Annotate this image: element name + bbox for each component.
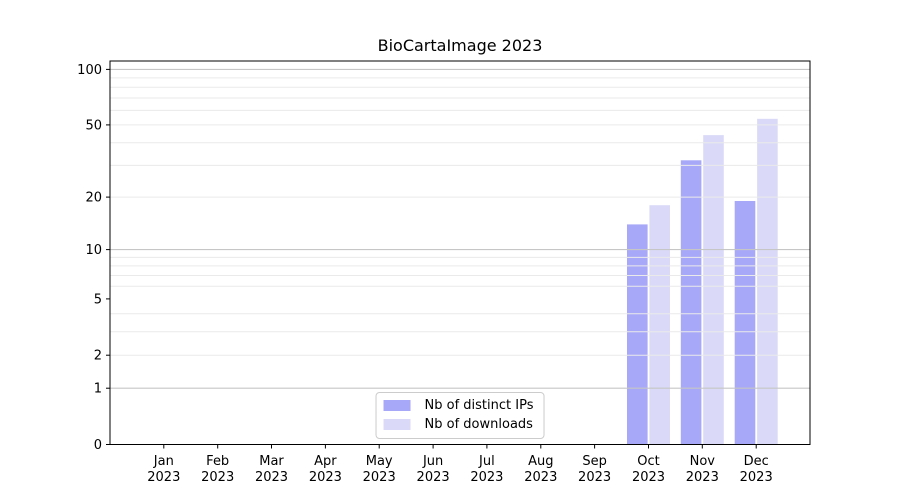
- y-tick-label: 5: [94, 292, 102, 307]
- legend-item-downloads: Nb of downloads: [383, 417, 534, 432]
- bar: [627, 224, 648, 445]
- bar: [703, 135, 724, 445]
- bar: [680, 160, 702, 445]
- axes-spines: [109, 60, 811, 445]
- y-tick-label: 100: [77, 63, 102, 78]
- x-tick-label: Jun 2023: [417, 454, 450, 485]
- x-tick-label: Dec 2023: [740, 454, 773, 485]
- y-tick-label: 10: [85, 243, 102, 258]
- x-tick-label: Apr 2023: [309, 454, 342, 485]
- bar: [649, 205, 670, 445]
- bar: [734, 201, 756, 445]
- x-tick-label: Nov 2023: [686, 454, 719, 485]
- chart-title: BioCartaImage 2023: [377, 36, 543, 55]
- x-tick-label: Sep 2023: [578, 454, 611, 485]
- y-tick-label: 1: [94, 382, 102, 397]
- legend: Nb of distinct IPs Nb of downloads: [375, 392, 545, 439]
- y-tick-label: 50: [85, 118, 102, 133]
- y-tick-label: 2: [94, 349, 102, 364]
- distinct-ips-swatch: [383, 400, 411, 411]
- legend-item-distinct-ips: Nb of distinct IPs: [383, 398, 534, 413]
- downloads-swatch: [383, 419, 411, 430]
- x-tick-label: Mar 2023: [255, 454, 288, 485]
- x-tick-label: Jan 2023: [147, 454, 180, 485]
- x-tick-label: Feb 2023: [201, 454, 234, 485]
- y-tick-label: 20: [85, 191, 102, 206]
- y-tick-label: 0: [94, 438, 102, 453]
- x-tick-label: May 2023: [363, 454, 396, 485]
- x-tick-label: Jul 2023: [470, 454, 503, 485]
- legend-label: Nb of distinct IPs: [424, 398, 534, 413]
- legend-label: Nb of downloads: [424, 417, 533, 432]
- x-tick-label: Oct 2023: [632, 454, 665, 485]
- bar: [757, 118, 778, 445]
- x-tick-label: Aug 2023: [524, 454, 557, 485]
